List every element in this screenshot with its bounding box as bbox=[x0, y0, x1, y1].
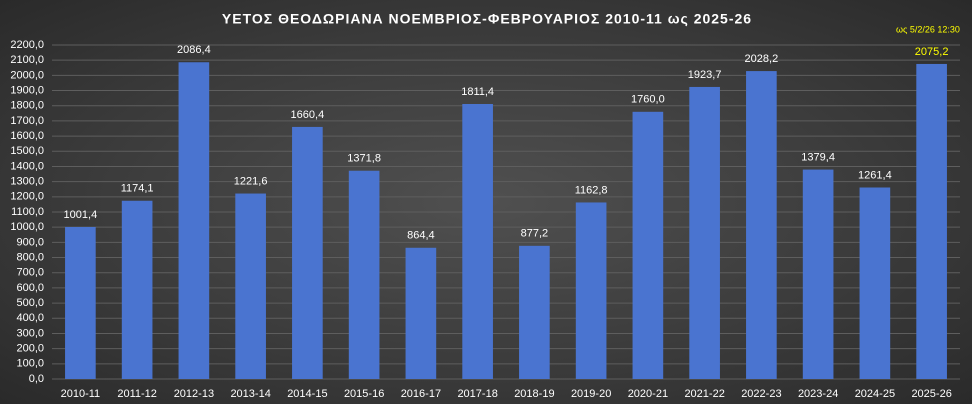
x-tick-label: 2021-22 bbox=[684, 388, 724, 400]
value-label: 1923,7 bbox=[688, 69, 722, 81]
x-tick-label: 2012-13 bbox=[174, 388, 214, 400]
value-label: 1379,4 bbox=[801, 151, 835, 163]
x-tick-label: 2018-19 bbox=[514, 388, 554, 400]
x-tick-label: 2024-25 bbox=[855, 388, 895, 400]
y-tick-label: 1300,0 bbox=[10, 176, 44, 188]
y-tick-label: 1000,0 bbox=[10, 221, 44, 233]
y-tick-label: 1700,0 bbox=[10, 115, 44, 127]
x-tick-label: 2020-21 bbox=[628, 388, 668, 400]
y-tick-label: 200,0 bbox=[16, 343, 44, 355]
bar bbox=[292, 126, 323, 380]
value-label: 1174,1 bbox=[121, 183, 154, 195]
y-tick-label: 700,0 bbox=[16, 267, 44, 279]
bar bbox=[575, 202, 607, 379]
y-tick-label: 500,0 bbox=[16, 297, 44, 309]
value-label: 1811,4 bbox=[461, 86, 494, 98]
value-label: 1261,4 bbox=[858, 169, 892, 181]
y-tick-label: 800,0 bbox=[16, 251, 44, 263]
y-tick-label: 100,0 bbox=[16, 358, 44, 370]
x-tick-label: 2016-17 bbox=[401, 388, 441, 400]
x-tick-label: 2025-26 bbox=[911, 388, 951, 400]
y-tick-label: 1900,0 bbox=[10, 84, 44, 96]
y-tick-label: 1100,0 bbox=[11, 206, 44, 218]
annotation: ως 5/2/26 12:30 bbox=[896, 24, 960, 34]
y-tick-label: 2000,0 bbox=[10, 69, 44, 81]
x-tick-label: 2014-15 bbox=[287, 388, 327, 400]
bar bbox=[916, 63, 947, 380]
y-tick-label: 1200,0 bbox=[10, 191, 44, 203]
x-tick-label: 2011-12 bbox=[117, 388, 157, 400]
x-tick-label: 2019-20 bbox=[571, 388, 611, 400]
value-label: 1001,4 bbox=[64, 209, 98, 221]
y-tick-label: 2100,0 bbox=[10, 54, 44, 66]
value-label: 864,4 bbox=[407, 230, 435, 242]
bar bbox=[689, 86, 720, 380]
bar bbox=[519, 245, 550, 379]
bar bbox=[348, 170, 380, 379]
x-tick-label: 2013-14 bbox=[230, 388, 270, 400]
x-tick-label: 2010-11 bbox=[61, 388, 101, 400]
y-tick-label: 1500,0 bbox=[10, 145, 44, 157]
value-label: 1760,0 bbox=[631, 94, 665, 106]
bar bbox=[121, 200, 153, 379]
bar bbox=[632, 111, 664, 380]
y-tick-label: 900,0 bbox=[16, 236, 44, 248]
y-tick-label: 2200,0 bbox=[10, 39, 44, 51]
value-label: 1660,4 bbox=[291, 109, 325, 121]
chart-title: ΥΕΤΟΣ ΘΕΟΔΩΡΙΑΝΑ ΝΟΕΜΒΡΙΟΣ-ΦΕΒΡΟΥΑΡΙΟΣ 2… bbox=[222, 11, 752, 27]
value-label: 2028,2 bbox=[745, 53, 779, 65]
y-tick-label: 1800,0 bbox=[10, 100, 44, 112]
x-tick-label: 2015-16 bbox=[344, 388, 384, 400]
bar bbox=[65, 226, 96, 379]
value-label: 1221,6 bbox=[234, 175, 268, 187]
x-tick-label: 2017-18 bbox=[457, 388, 497, 400]
bar bbox=[405, 247, 437, 379]
bar bbox=[462, 103, 493, 379]
y-tick-label: 300,0 bbox=[16, 327, 44, 339]
y-tick-label: 0,0 bbox=[29, 373, 44, 385]
x-tick-label: 2022-23 bbox=[741, 388, 781, 400]
value-label: 1162,8 bbox=[575, 184, 608, 196]
y-tick-label: 400,0 bbox=[16, 312, 44, 324]
value-label: 1371,8 bbox=[347, 153, 381, 165]
value-label: 2086,4 bbox=[177, 44, 211, 56]
bar bbox=[178, 62, 210, 379]
x-tick-label: 2023-24 bbox=[798, 388, 838, 400]
bar bbox=[859, 187, 891, 379]
bar bbox=[235, 193, 266, 379]
value-label: 2075,2 bbox=[915, 46, 949, 58]
y-tick-label: 1400,0 bbox=[10, 160, 44, 172]
y-tick-label: 1600,0 bbox=[10, 130, 44, 142]
y-tick-label: 600,0 bbox=[16, 282, 44, 294]
value-label: 877,2 bbox=[521, 228, 549, 240]
bar bbox=[802, 169, 834, 379]
bar bbox=[746, 71, 777, 379]
